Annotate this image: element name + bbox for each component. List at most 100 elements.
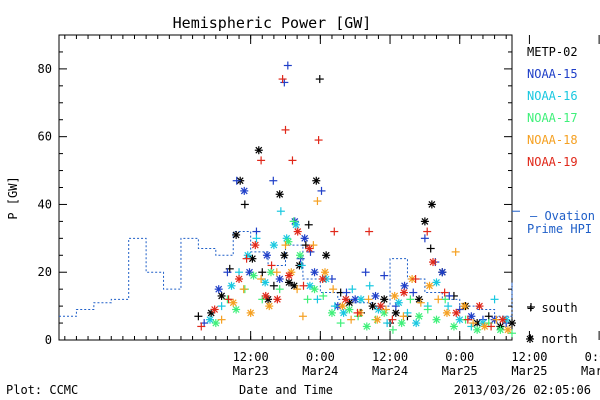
north-marker (232, 305, 241, 314)
north-marker (310, 285, 319, 294)
north-marker (429, 258, 438, 267)
north-marker (217, 291, 226, 300)
north-marker (214, 285, 223, 294)
south-marker (317, 186, 326, 195)
marker-d2 (276, 275, 284, 283)
ovation-legend-line2: Prime HPI (527, 222, 592, 236)
south-marker (434, 295, 443, 304)
south-marker (365, 227, 374, 236)
south-marker (329, 285, 338, 294)
marker-d2 (292, 221, 300, 229)
south-marker (411, 275, 420, 283)
north-marker (322, 251, 331, 260)
south-marker (197, 322, 206, 331)
north-marker (455, 315, 464, 324)
marker-d2 (311, 285, 318, 293)
south-marker (336, 319, 345, 328)
south-marker (269, 176, 278, 185)
south-marker (440, 288, 449, 297)
marker-d2 (342, 295, 350, 303)
x-tick-sublabel: Mar26 (581, 364, 600, 378)
marker-d2 (345, 299, 353, 307)
marker-d2 (372, 292, 379, 300)
north-marker (362, 322, 371, 331)
north-marker (327, 308, 336, 317)
marker-d2 (218, 292, 226, 300)
north-marker (399, 288, 408, 297)
south-marker (276, 207, 285, 216)
north-marker (305, 244, 314, 253)
south-marker (242, 254, 251, 263)
north-marker (412, 319, 421, 328)
south-marker (313, 295, 322, 304)
north-marker (449, 322, 458, 331)
north-marker (262, 251, 271, 260)
north-marker (249, 271, 258, 280)
south-marker (293, 285, 302, 294)
marker-d2 (421, 217, 429, 225)
marker-d2 (369, 302, 377, 310)
south-marker (297, 261, 306, 270)
north-marker (460, 302, 469, 311)
x-tick-sublabel: Mar24 (372, 364, 408, 378)
north-marker (368, 302, 377, 311)
north-marker (300, 234, 309, 243)
south-marker (420, 234, 429, 243)
marker-d2 (319, 275, 327, 283)
south-marker (269, 281, 278, 290)
north-marker (341, 295, 350, 304)
marker-d2 (392, 309, 400, 317)
south-marker (342, 288, 351, 297)
north-marker (284, 271, 293, 280)
north-marker (425, 281, 434, 290)
south-marker (444, 302, 453, 311)
south-marker (217, 302, 226, 311)
north-marker (235, 275, 244, 283)
south-marker (490, 295, 499, 304)
north-marker (498, 315, 507, 324)
south-marker (258, 295, 267, 304)
south-marker (315, 75, 324, 84)
north-marker (232, 230, 241, 239)
marker-d2 (263, 251, 271, 259)
north-marker (391, 308, 400, 317)
north-marker (400, 281, 409, 290)
marker-d2 (273, 295, 281, 303)
north-marker (251, 241, 260, 250)
x-tick-label: 0:00 (306, 350, 335, 364)
north-marker (282, 234, 291, 243)
marker-d2 (251, 241, 259, 249)
north-marker (206, 315, 214, 324)
marker-d2 (270, 241, 278, 249)
marker-d2 (215, 285, 223, 293)
chart-title: Hemispheric Power [GW] (173, 14, 372, 32)
marker-d2 (496, 326, 504, 334)
marker-d2 (312, 177, 320, 185)
south-marker (364, 295, 373, 304)
x-tick-label: 0:00 (445, 350, 474, 364)
legend-entry: NOAA-17 (527, 111, 578, 125)
marker-d2 (328, 309, 336, 317)
south-marker (353, 308, 362, 317)
marker-d2 (452, 309, 460, 317)
south-marker (365, 281, 374, 290)
legend-entry: NOAA-19 (527, 155, 578, 169)
north-marker (318, 275, 327, 283)
south-marker (314, 136, 323, 145)
marker-d2 (240, 187, 248, 195)
marker-d2 (206, 316, 214, 324)
south-marker (272, 268, 281, 277)
legend-entry: NOAA-16 (527, 89, 578, 103)
south-marker (257, 156, 266, 165)
south-marker (288, 156, 297, 165)
marker-d2 (248, 255, 256, 263)
marker-d2 (247, 309, 255, 317)
north-marker (394, 298, 403, 307)
marker-d2 (338, 302, 346, 310)
north-marker (275, 190, 284, 199)
south-marker (281, 241, 290, 250)
south-marker (451, 247, 460, 256)
north-marker (240, 186, 249, 195)
x-tick-label: 0:00 (585, 350, 600, 364)
north-marker (442, 308, 451, 317)
